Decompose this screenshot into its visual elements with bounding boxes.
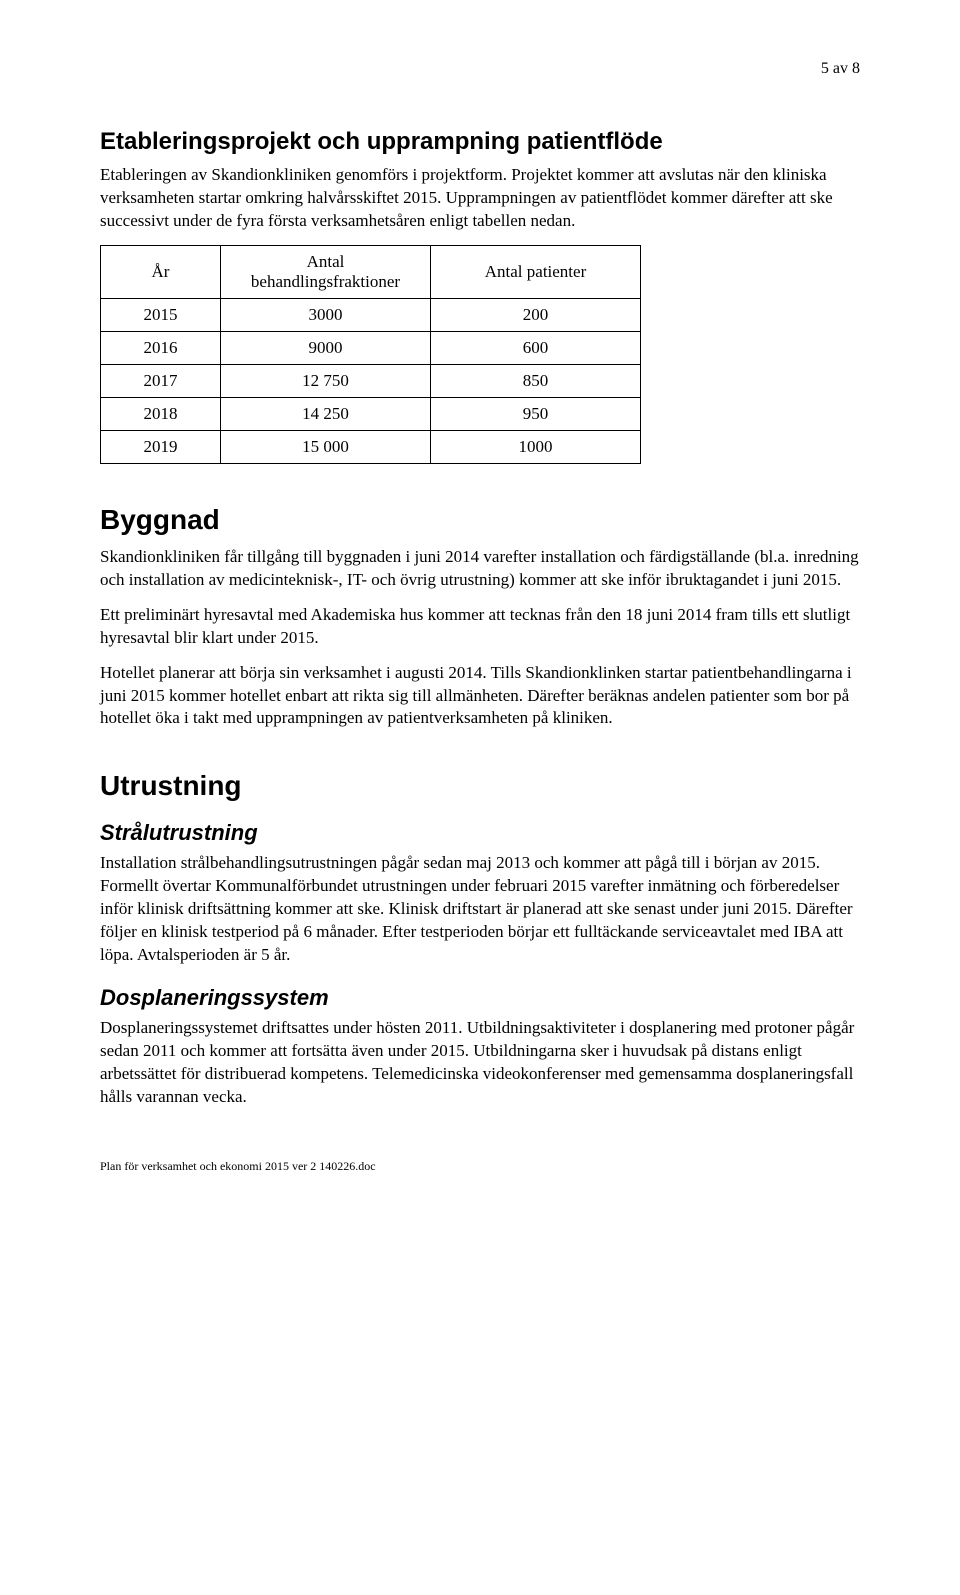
- table-row: 2015 3000 200: [101, 298, 641, 331]
- table-cell: 15 000: [221, 430, 431, 463]
- table-cell: 2018: [101, 397, 221, 430]
- patient-table: År Antal behandlingsfraktioner Antal pat…: [100, 245, 641, 464]
- section3-sub2-para1: Dosplaneringssystemet driftsattes under …: [100, 1017, 860, 1109]
- section2-para3: Hotellet planerar att börja sin verksamh…: [100, 662, 860, 731]
- table-header-fractions: Antal behandlingsfraktioner: [221, 245, 431, 298]
- table-row: 2017 12 750 850: [101, 364, 641, 397]
- table-cell: 850: [431, 364, 641, 397]
- table-header-row: År Antal behandlingsfraktioner Antal pat…: [101, 245, 641, 298]
- section3-sub2-heading: Dosplaneringssystem: [100, 985, 860, 1011]
- table-cell: 12 750: [221, 364, 431, 397]
- section2-heading: Byggnad: [100, 504, 860, 536]
- section2-para2: Ett preliminärt hyresavtal med Akademisk…: [100, 604, 860, 650]
- table-header-year: År: [101, 245, 221, 298]
- table-row: 2019 15 000 1000: [101, 430, 641, 463]
- table-cell: 2015: [101, 298, 221, 331]
- table-cell: 2017: [101, 364, 221, 397]
- table-header-patients: Antal patienter: [431, 245, 641, 298]
- table-row: 2016 9000 600: [101, 331, 641, 364]
- table-cell: 600: [431, 331, 641, 364]
- footer: Plan för verksamhet och ekonomi 2015 ver…: [100, 1159, 860, 1174]
- section3-sub1-para1: Installation strålbehandlingsutrustninge…: [100, 852, 860, 967]
- section3-sub1-heading: Strålutrustning: [100, 820, 860, 846]
- table-cell: 950: [431, 397, 641, 430]
- table-cell: 2016: [101, 331, 221, 364]
- table-row: 2018 14 250 950: [101, 397, 641, 430]
- page-number: 5 av 8: [100, 60, 860, 78]
- section1-para1: Etableringen av Skandionkliniken genomfö…: [100, 164, 860, 233]
- section3-heading: Utrustning: [100, 770, 860, 802]
- section2-para1: Skandionkliniken får tillgång till byggn…: [100, 546, 860, 592]
- table-cell: 9000: [221, 331, 431, 364]
- table-cell: 200: [431, 298, 641, 331]
- table-cell: 1000: [431, 430, 641, 463]
- table-cell: 3000: [221, 298, 431, 331]
- section1-heading: Etableringsprojekt och upprampning patie…: [100, 128, 860, 156]
- table-cell: 14 250: [221, 397, 431, 430]
- table-cell: 2019: [101, 430, 221, 463]
